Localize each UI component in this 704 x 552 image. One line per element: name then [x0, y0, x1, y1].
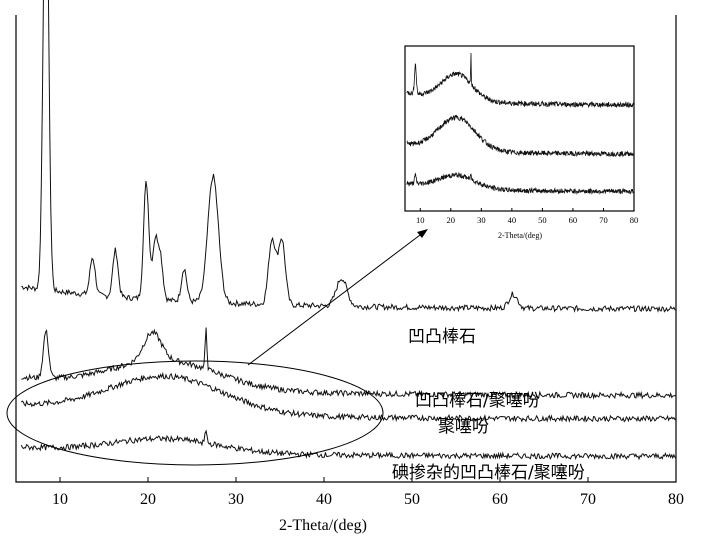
series-label-polythiophene: 聚噻吩	[438, 417, 489, 437]
main-x-tick-label: 20	[140, 491, 156, 508]
main-x-tick-label: 60	[492, 491, 508, 508]
inset-x-tick-label: 30	[477, 215, 486, 225]
zoom-arrow-line	[248, 232, 424, 365]
inset-x-tick-label: 60	[569, 215, 578, 225]
xrd-chart: 10 20 30 40 50 60 70 80 2-Theta/(deg) 凹凸棒石 凹凸棒石…	[0, 0, 704, 552]
main-series-trace-3	[21, 431, 676, 459]
main-x-tick-label: 70	[580, 491, 596, 508]
inset-x-tick-label: 40	[508, 215, 517, 225]
inset-x-tick-label: 20	[447, 215, 456, 225]
inset-x-tick-label: 50	[538, 215, 547, 225]
inset-x-tick-label: 10	[416, 215, 425, 225]
series-label-attapulgite: 凹凸棒石	[408, 327, 476, 347]
main-x-axis-title: 2-Theta/(deg)	[279, 517, 367, 534]
inset-x-tick-label: 80	[630, 215, 639, 225]
series-label-attapulgite-polythiophene: 凹凸棒石/聚噻吩	[415, 391, 540, 411]
main-x-tick-label: 30	[228, 491, 244, 508]
highlight-ellipse	[7, 361, 383, 465]
main-series-trace-1	[21, 328, 676, 399]
main-x-tick-label: 10	[52, 491, 68, 508]
main-x-tick-label: 50	[404, 491, 420, 508]
inset-x-tick-label: 70	[599, 215, 608, 225]
main-x-tick-label: 40	[316, 491, 332, 508]
series-label-iodine-doped: 碘掺杂的凹凸棒石/聚噻吩	[392, 463, 585, 483]
main-x-tick-label: 80	[668, 491, 684, 508]
inset-x-axis-title: 2-Theta/(deg)	[498, 231, 542, 240]
